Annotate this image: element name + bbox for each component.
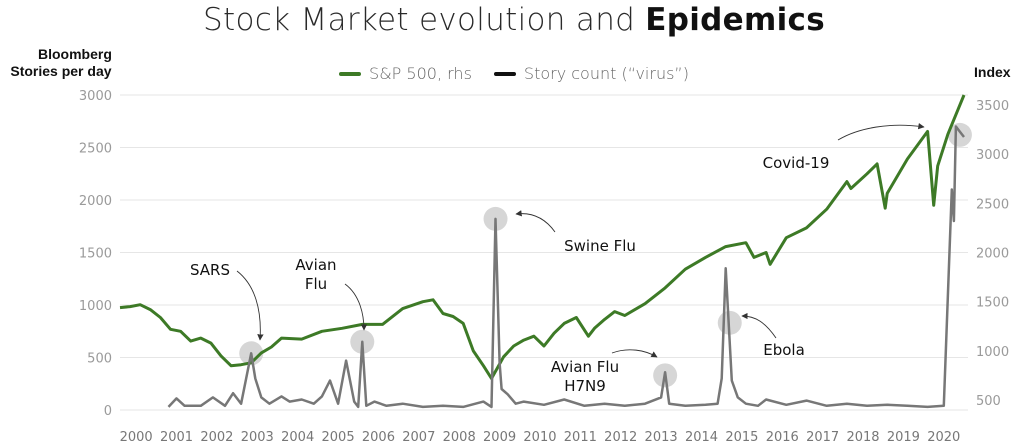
annotation-label: Flu [305, 275, 327, 293]
x-tick-label: 2014 [685, 430, 718, 445]
legend-item-story-count: Story count (“virus”) [493, 64, 689, 83]
legend-item-sp500: S&P 500, rhs [339, 64, 472, 83]
title-bold: Epidemics [645, 2, 825, 38]
y-left-tick-label: 1500 [79, 247, 112, 262]
x-tick-label: 2019 [887, 430, 920, 445]
x-tick-label: 2011 [564, 430, 597, 445]
chart-title: Stock Market evolution and Epidemics [0, 2, 1028, 38]
story-count-line [167, 125, 965, 409]
x-tick-label: 2010 [523, 430, 556, 445]
x-tick-label: 2006 [362, 430, 395, 445]
x-tick-label: 2013 [645, 430, 678, 445]
y-left-tick-label: 0 [104, 404, 112, 419]
y-right-tick-label: 500 [976, 394, 1001, 409]
left-axis-title-line2: Stories per day [10, 63, 112, 79]
title-regular: Stock Market evolution and [203, 2, 646, 38]
x-tick-label: 2003 [241, 430, 274, 445]
legend-swatch-story-count [493, 71, 516, 76]
x-tick-label: 2012 [604, 430, 637, 445]
x-tick-label: 2007 [402, 430, 435, 445]
annotation-label: Ebola [763, 341, 805, 359]
x-tick-label: 2005 [322, 430, 355, 445]
x-tick-label: 2018 [846, 430, 879, 445]
annotation-label: H7N9 [564, 377, 606, 395]
y-right-tick-label: 1500 [976, 296, 1009, 311]
x-tick-label: 2000 [120, 430, 153, 445]
left-axis-title-line1: Bloomberg [38, 46, 112, 62]
annotation-arrow [611, 349, 658, 358]
x-tick-label: 2017 [806, 430, 839, 445]
y-left-tick-label: 2500 [79, 142, 112, 157]
annotation-label: Avian Flu [551, 358, 619, 376]
annotation-arrow [741, 312, 777, 339]
left-axis-title: Bloomberg Stories per day [10, 46, 112, 80]
legend-label-sp500: S&P 500, rhs [369, 64, 472, 83]
annotation-arrow [236, 270, 264, 341]
annotation-arrow [344, 283, 368, 331]
annotation-label: Covid-19 [763, 154, 830, 172]
y-right-tick-label: 1000 [976, 345, 1009, 360]
y-right-tick-label: 2000 [976, 247, 1009, 262]
right-axis-title: Index [974, 64, 1011, 80]
y-left-tick-label: 500 [87, 352, 112, 367]
sp500-line [119, 94, 966, 380]
x-tick-label: 2004 [281, 430, 314, 445]
annotation-label: Swine Flu [564, 237, 636, 255]
x-tick-label: 2020 [927, 430, 960, 445]
annotation-arrow [837, 123, 925, 141]
y-left-tick-label: 3000 [79, 89, 112, 104]
y-left-tick-label: 2000 [79, 194, 112, 209]
legend-label-story-count: Story count (“virus”) [523, 64, 689, 83]
x-tick-label: 2002 [200, 430, 233, 445]
legend-swatch-sp500 [339, 71, 362, 76]
annotation-label: Avian [295, 256, 336, 274]
annotation-arrow [515, 210, 556, 233]
y-left-tick-label: 1000 [79, 299, 112, 314]
y-right-tick-label: 2500 [976, 197, 1009, 212]
x-tick-label: 2016 [766, 430, 799, 445]
x-tick-label: 2008 [443, 430, 476, 445]
y-right-tick-label: 3500 [976, 99, 1009, 114]
x-tick-label: 2009 [483, 430, 516, 445]
legend: S&P 500, rhs Story count (“virus”) [0, 64, 1028, 83]
y-right-tick-label: 3000 [976, 148, 1009, 163]
x-tick-label: 2015 [725, 430, 758, 445]
annotation-label: SARS [190, 261, 230, 279]
x-tick-label: 2001 [160, 430, 193, 445]
highlight-circle [947, 122, 972, 147]
